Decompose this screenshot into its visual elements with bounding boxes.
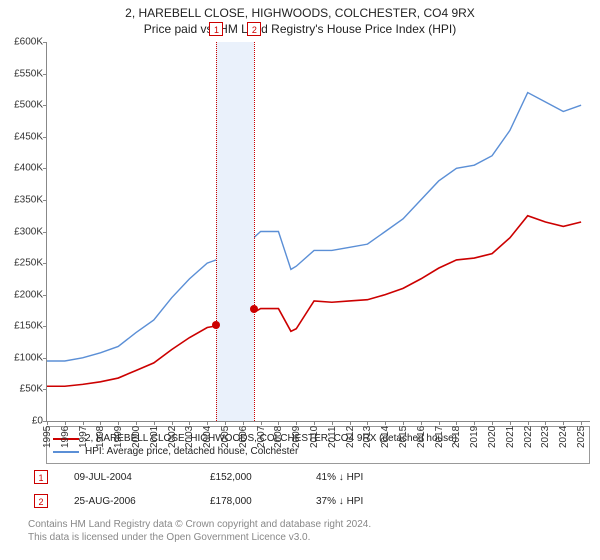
footer-line-2: This data is licensed under the Open Gov… xyxy=(28,531,590,544)
xtick-label: 2017 xyxy=(434,426,445,448)
xtick-label: 2005 xyxy=(220,426,231,448)
event-row: 1 09-JUL-2004 £152,000 41% ↓ HPI xyxy=(28,470,590,484)
event-dot xyxy=(250,305,258,313)
xtick-label: 2001 xyxy=(149,426,160,448)
event-badge: 2 xyxy=(34,494,48,508)
ytick-label: £250K xyxy=(1,258,43,269)
chart-titles: 2, HAREBELL CLOSE, HIGHWOODS, COLCHESTER… xyxy=(0,0,600,36)
xtick-label: 2012 xyxy=(345,426,356,448)
xtick-label: 2003 xyxy=(184,426,195,448)
event-marker: 2 xyxy=(247,22,261,36)
series-svg xyxy=(47,42,590,421)
event-marker: 1 xyxy=(209,22,223,36)
ytick-label: £50K xyxy=(1,384,43,395)
event-price: £178,000 xyxy=(210,496,290,507)
title-main: 2, HAREBELL CLOSE, HIGHWOODS, COLCHESTER… xyxy=(0,6,600,20)
xtick-label: 2013 xyxy=(362,426,373,448)
xtick-label: 2025 xyxy=(576,426,587,448)
event-band xyxy=(216,42,254,421)
events-table: 1 09-JUL-2004 £152,000 41% ↓ HPI 2 25-AUG-200… xyxy=(28,470,590,508)
event-diff: 37% ↓ HPI xyxy=(316,496,590,507)
xtick-label: 1996 xyxy=(60,426,71,448)
event-row: 2 25-AUG-2006 £178,000 37% ↓ HPI xyxy=(28,494,590,508)
xtick-label: 2008 xyxy=(273,426,284,448)
xtick-label: 2007 xyxy=(256,426,267,448)
ytick-label: £0 xyxy=(1,416,43,427)
footer: Contains HM Land Registry data © Crown c… xyxy=(28,518,590,544)
ytick-label: £300K xyxy=(1,226,43,237)
event-badge: 1 xyxy=(34,470,48,484)
series-line xyxy=(47,216,581,387)
xtick-label: 1998 xyxy=(95,426,106,448)
title-sub: Price paid vs. HM Land Registry's House … xyxy=(0,22,600,36)
xtick-label: 2015 xyxy=(398,426,409,448)
ytick-label: £200K xyxy=(1,289,43,300)
xtick-label: 2011 xyxy=(327,426,338,448)
xtick-label: 2002 xyxy=(167,426,178,448)
event-date: 09-JUL-2004 xyxy=(74,472,184,483)
xtick-label: 1999 xyxy=(113,426,124,448)
series-line xyxy=(47,93,581,361)
event-line xyxy=(216,42,217,421)
xtick-label: 2024 xyxy=(558,426,569,448)
line-chart: £0£50K£100K£150K£200K£250K£300K£350K£400… xyxy=(46,42,590,422)
xtick-label: 2019 xyxy=(469,426,480,448)
ytick-label: £500K xyxy=(1,100,43,111)
xtick-label: 2022 xyxy=(523,426,534,448)
xtick-label: 2020 xyxy=(487,426,498,448)
ytick-label: £150K xyxy=(1,321,43,332)
event-dot xyxy=(212,321,220,329)
ytick-label: £450K xyxy=(1,131,43,142)
xtick-label: 2018 xyxy=(451,426,462,448)
xtick-label: 2016 xyxy=(416,426,427,448)
event-line xyxy=(254,42,255,421)
ytick-label: £600K xyxy=(1,37,43,48)
footer-line-1: Contains HM Land Registry data © Crown c… xyxy=(28,518,590,531)
xtick-label: 1995 xyxy=(42,426,53,448)
xtick-label: 2010 xyxy=(309,426,320,448)
xtick-label: 2009 xyxy=(291,426,302,448)
ytick-label: £100K xyxy=(1,352,43,363)
xtick-label: 2006 xyxy=(238,426,249,448)
xtick-label: 1997 xyxy=(78,426,89,448)
ytick-label: £550K xyxy=(1,68,43,79)
xtick-label: 2014 xyxy=(380,426,391,448)
xtick-label: 2023 xyxy=(540,426,551,448)
xtick-label: 2021 xyxy=(505,426,516,448)
ytick-label: £350K xyxy=(1,194,43,205)
xtick-label: 2000 xyxy=(131,426,142,448)
event-date: 25-AUG-2006 xyxy=(74,496,184,507)
ytick-label: £400K xyxy=(1,163,43,174)
event-diff: 41% ↓ HPI xyxy=(316,472,590,483)
legend-swatch-2 xyxy=(53,451,79,453)
xtick-label: 2004 xyxy=(202,426,213,448)
event-price: £152,000 xyxy=(210,472,290,483)
